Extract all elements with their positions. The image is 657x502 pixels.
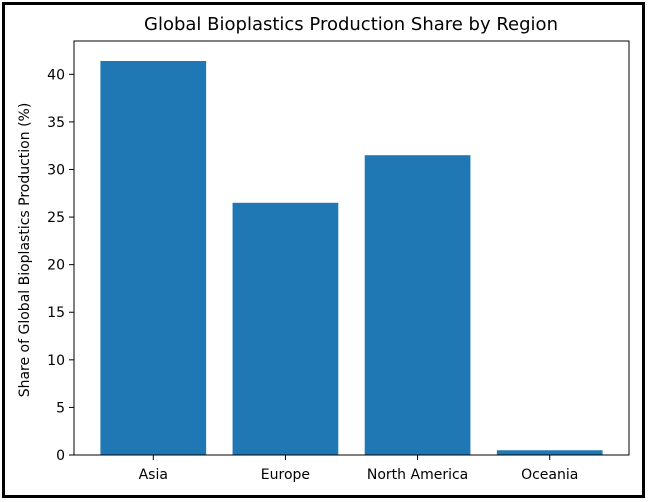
bar-europe (232, 202, 339, 455)
y-tick-label: 0 (56, 448, 65, 464)
y-tick-label: 40 (47, 67, 65, 83)
plot-area-frame (73, 40, 630, 456)
y-axis: 0 5 10 15 20 25 30 35 40 (47, 67, 74, 464)
y-tick-label: 20 (47, 258, 65, 274)
x-tick-label: Oceania (521, 467, 578, 483)
y-tick-label: 30 (47, 162, 65, 178)
y-tick-label: 15 (47, 305, 65, 321)
x-axis: Asia Europe North America Oceania (139, 455, 578, 483)
bars-group (100, 60, 603, 455)
chart-title: Global Bioplastics Production Share by R… (144, 14, 558, 35)
y-axis-label: Share of Global Bioplastics Production (… (17, 103, 33, 398)
x-tick-label: North America (367, 467, 468, 483)
y-tick-label: 5 (56, 400, 65, 416)
y-tick-label: 25 (47, 210, 65, 226)
bar-asia (100, 60, 207, 455)
x-tick-label: Asia (139, 467, 168, 483)
y-tick-label: 35 (47, 115, 65, 131)
bar-north-america (364, 155, 471, 455)
y-tick-label: 10 (47, 353, 65, 369)
x-tick-label: Europe (261, 467, 310, 483)
bar-oceania (496, 450, 603, 455)
